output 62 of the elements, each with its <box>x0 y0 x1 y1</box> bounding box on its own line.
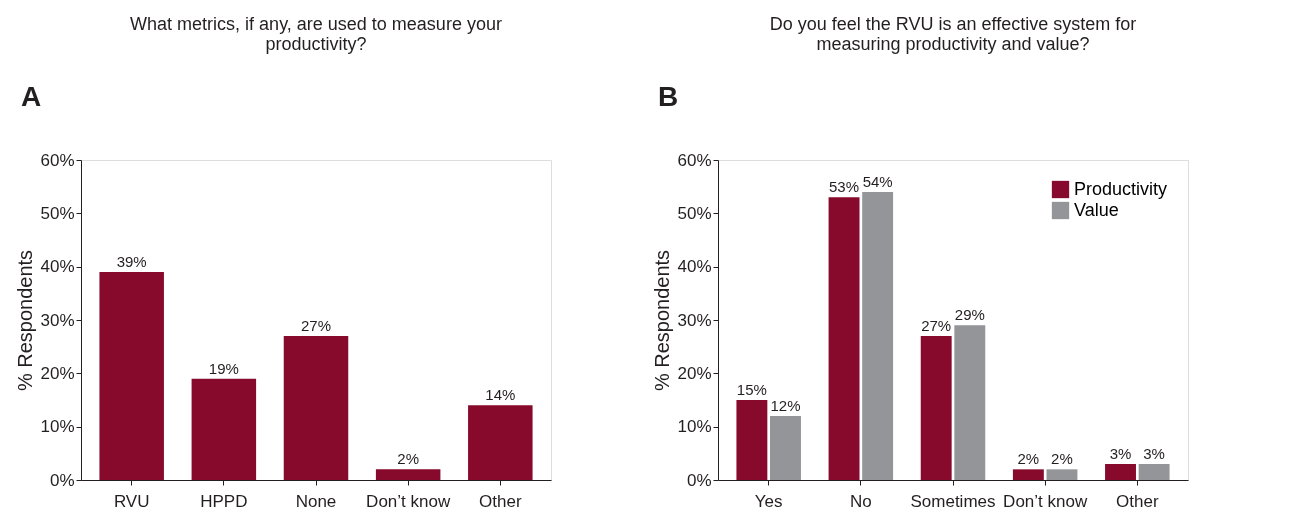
y-tick-label: 40% <box>677 257 712 277</box>
y-tick-label: 10% <box>677 417 712 437</box>
bar <box>468 405 533 480</box>
data-label: 19% <box>208 359 239 377</box>
x-tick-label: Sometimes <box>910 491 996 511</box>
data-label: 2% <box>1051 450 1073 468</box>
bar <box>862 192 894 480</box>
x-tick-label: Don’t know <box>366 491 451 511</box>
bar <box>1012 469 1044 480</box>
x-tick-label: None <box>295 491 337 511</box>
bar <box>375 469 441 480</box>
bar <box>1138 464 1170 480</box>
y-tick-label: 0% <box>49 470 75 490</box>
text: B <box>658 81 679 112</box>
y-tick-label: 30% <box>40 310 75 330</box>
data-label: 54% <box>862 173 893 190</box>
y-tick-label: 60% <box>677 150 712 170</box>
bar <box>828 197 860 480</box>
x-tick-label: HPPD <box>200 491 248 511</box>
x-tick-label: Other <box>1116 491 1159 511</box>
y-tick-label: 10% <box>40 417 75 437</box>
y-tick-label: 0% <box>686 470 712 490</box>
data-label: 14% <box>485 386 516 404</box>
data-label: 2% <box>1017 450 1040 468</box>
chart-title: What metrics, if any, are used to measure your productivity? <box>130 14 502 54</box>
y-axis-title: % Respondents <box>14 249 37 392</box>
x-tick-label: Other <box>479 491 522 511</box>
y-tick-label: 50% <box>677 203 712 223</box>
legend-label: Value <box>1074 199 1119 220</box>
data-label: 3% <box>1109 445 1132 462</box>
x-tick-label: RVU <box>113 491 150 511</box>
chart-title: Do you feel the RVU is an effective system for measuring productivity and value? <box>769 14 1137 54</box>
data-label: 53% <box>829 178 860 196</box>
data-label: 2% <box>397 450 419 468</box>
bar <box>99 272 164 480</box>
data-label: 27% <box>921 317 952 334</box>
data-label: 12% <box>770 397 801 414</box>
bar <box>283 336 349 480</box>
y-tick-label: 40% <box>40 257 75 277</box>
y-axis-title: % Respondents <box>651 249 674 392</box>
bar <box>736 400 768 480</box>
bar <box>1046 469 1078 480</box>
data-label: 15% <box>736 381 767 398</box>
data-label: 3% <box>1143 445 1165 462</box>
legend-label: Productivity <box>1074 178 1168 199</box>
bar <box>920 336 952 480</box>
data-label: 27% <box>300 317 332 334</box>
y-tick-label: 20% <box>40 363 75 383</box>
bar <box>1105 464 1136 480</box>
text: A <box>21 81 42 112</box>
x-tick-label: Yes <box>754 491 783 511</box>
y-tick-label: 20% <box>677 363 712 383</box>
y-tick-label: 60% <box>40 150 75 170</box>
bar <box>954 325 986 480</box>
bar <box>770 416 801 480</box>
y-tick-label: 50% <box>40 203 75 223</box>
data-label: 29% <box>954 306 985 324</box>
x-tick-label: No <box>849 491 872 511</box>
data-label: 39% <box>116 253 147 270</box>
bar <box>191 378 257 480</box>
x-tick-label: Don’t know <box>1003 491 1088 511</box>
y-tick-label: 30% <box>677 310 712 330</box>
